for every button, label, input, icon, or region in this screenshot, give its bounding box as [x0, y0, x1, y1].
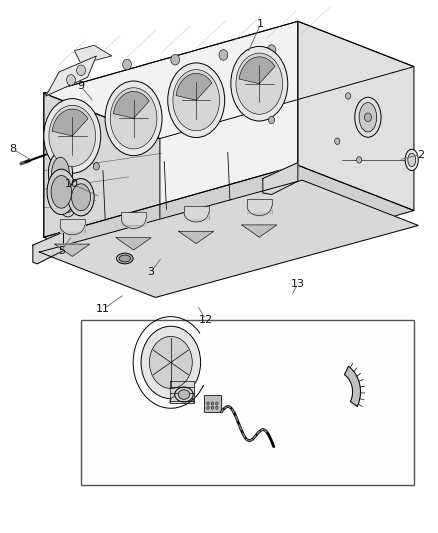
Polygon shape	[113, 92, 149, 118]
Ellipse shape	[52, 157, 69, 189]
Polygon shape	[239, 57, 275, 84]
Circle shape	[67, 75, 75, 85]
Text: 5: 5	[58, 246, 65, 255]
Circle shape	[357, 157, 362, 163]
Bar	[204, 395, 221, 412]
Ellipse shape	[49, 106, 95, 166]
Circle shape	[85, 148, 91, 156]
Polygon shape	[170, 381, 194, 402]
Circle shape	[207, 402, 209, 405]
Ellipse shape	[51, 175, 71, 208]
Ellipse shape	[68, 179, 94, 216]
Circle shape	[93, 163, 99, 170]
Text: 12: 12	[199, 315, 213, 325]
Ellipse shape	[71, 184, 91, 211]
Circle shape	[207, 406, 209, 409]
Text: 10: 10	[65, 179, 79, 189]
Circle shape	[211, 406, 214, 409]
Ellipse shape	[236, 53, 283, 114]
Polygon shape	[46, 56, 96, 96]
Bar	[184, 206, 209, 219]
Circle shape	[346, 93, 351, 99]
Circle shape	[171, 54, 180, 65]
Circle shape	[364, 113, 371, 122]
Circle shape	[267, 45, 276, 55]
Ellipse shape	[175, 387, 193, 402]
Ellipse shape	[231, 46, 288, 121]
Text: 13: 13	[291, 279, 305, 288]
Polygon shape	[179, 231, 214, 244]
Ellipse shape	[405, 149, 418, 171]
Polygon shape	[242, 225, 277, 237]
Polygon shape	[263, 163, 298, 195]
Ellipse shape	[62, 195, 74, 213]
Text: 2: 2	[417, 150, 424, 159]
Circle shape	[211, 402, 214, 405]
Circle shape	[215, 406, 218, 409]
Circle shape	[268, 116, 275, 124]
Circle shape	[77, 65, 85, 76]
Circle shape	[215, 402, 218, 405]
Polygon shape	[33, 232, 64, 264]
Ellipse shape	[117, 253, 133, 264]
Bar	[81, 320, 414, 485]
Ellipse shape	[48, 152, 73, 195]
Ellipse shape	[110, 88, 157, 149]
Circle shape	[335, 138, 340, 144]
Polygon shape	[39, 180, 418, 297]
Polygon shape	[344, 366, 360, 406]
Ellipse shape	[173, 70, 219, 131]
Ellipse shape	[168, 63, 225, 138]
Ellipse shape	[105, 81, 162, 156]
Polygon shape	[116, 238, 151, 250]
Ellipse shape	[119, 255, 131, 262]
Polygon shape	[44, 21, 414, 139]
Circle shape	[146, 132, 152, 140]
Polygon shape	[55, 244, 90, 256]
Text: 11: 11	[96, 304, 110, 314]
Polygon shape	[298, 21, 414, 211]
Polygon shape	[52, 109, 88, 136]
Ellipse shape	[44, 99, 101, 173]
Text: 8: 8	[10, 144, 17, 154]
Text: 1: 1	[257, 19, 264, 29]
Ellipse shape	[59, 190, 77, 217]
Circle shape	[219, 50, 228, 60]
Ellipse shape	[178, 390, 190, 399]
Ellipse shape	[47, 169, 76, 214]
Circle shape	[74, 64, 83, 75]
Polygon shape	[74, 45, 112, 64]
Text: 3: 3	[148, 267, 155, 277]
Ellipse shape	[408, 154, 416, 167]
Bar	[121, 212, 146, 225]
Circle shape	[207, 115, 213, 122]
Bar	[60, 219, 85, 232]
Polygon shape	[44, 93, 160, 282]
Polygon shape	[44, 21, 298, 237]
Circle shape	[149, 336, 192, 389]
Ellipse shape	[355, 97, 381, 137]
Circle shape	[260, 98, 266, 105]
Polygon shape	[44, 165, 414, 282]
Polygon shape	[176, 74, 212, 100]
Bar	[247, 199, 272, 213]
Ellipse shape	[359, 102, 377, 132]
Circle shape	[123, 59, 131, 70]
Circle shape	[141, 326, 201, 399]
Text: 9: 9	[78, 82, 85, 91]
